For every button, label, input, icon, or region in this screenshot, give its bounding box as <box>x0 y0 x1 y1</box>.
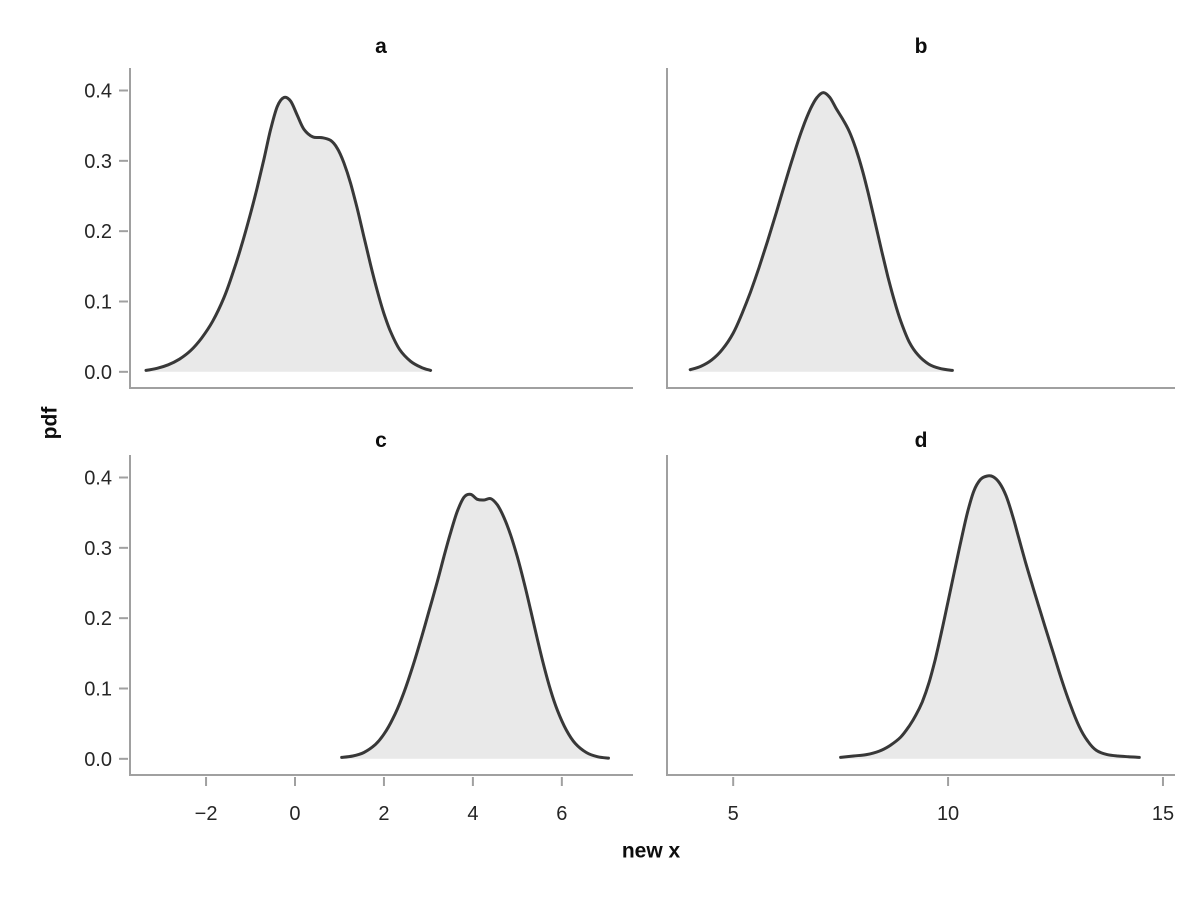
panel-title-c: c <box>375 429 387 452</box>
panel-a-density-curve <box>144 95 433 372</box>
panel-d-density-curve <box>839 474 1141 759</box>
y-tick-label: 0.0 <box>84 362 112 384</box>
panel-b-density-curve <box>688 91 954 372</box>
x-tick-label: 5 <box>728 803 739 825</box>
y-tick-label: 0.1 <box>84 291 112 313</box>
panel-a-density-fill <box>146 97 431 372</box>
x-tick-label: 10 <box>937 803 959 825</box>
panel-title-d: d <box>914 429 928 452</box>
panel-title-b: b <box>914 35 928 58</box>
x-tick-label: −2 <box>195 803 218 825</box>
y-axis-label: pdf <box>38 406 62 440</box>
x-tick-label: 15 <box>1152 803 1174 825</box>
y-tick-label: 0.3 <box>84 151 112 173</box>
x-axis-label: new x <box>621 839 681 863</box>
y-tick-label: 0.2 <box>84 221 112 243</box>
x-tick-label: 0 <box>289 803 300 825</box>
y-tick-label: 0.2 <box>84 608 112 630</box>
x-tick-label: 6 <box>556 803 567 825</box>
y-tick-label: 0.4 <box>84 468 112 490</box>
y-tick-label: 0.0 <box>84 749 112 771</box>
panel-c-density-curve <box>340 492 610 760</box>
y-tick-label: 0.1 <box>84 678 112 700</box>
panel-c-density-fill <box>341 494 609 759</box>
panel-d-density-fill <box>840 475 1140 759</box>
x-tick-label: 4 <box>467 803 478 825</box>
panel-title-a: a <box>375 35 387 58</box>
x-tick-label: 2 <box>378 803 389 825</box>
panel-b-density-fill <box>690 92 953 372</box>
y-tick-label: 0.4 <box>84 81 112 103</box>
y-tick-label: 0.3 <box>84 538 112 560</box>
